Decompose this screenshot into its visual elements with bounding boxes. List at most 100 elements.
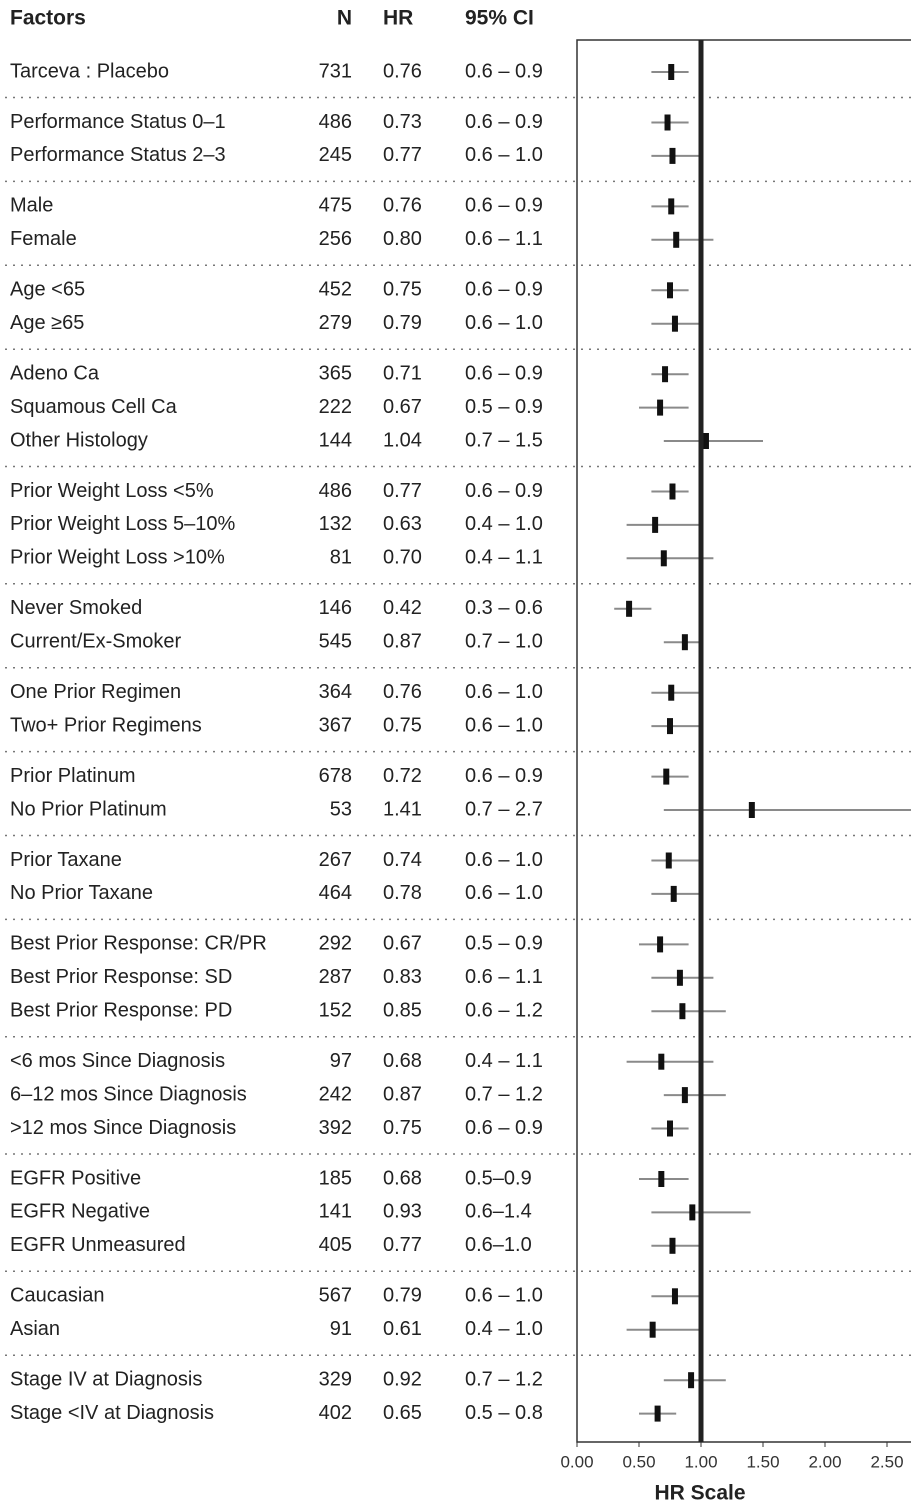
hr-value: 0.42 [383, 597, 422, 619]
n-value: 731 [319, 60, 352, 82]
n-value: 256 [319, 228, 352, 250]
n-value: 464 [319, 882, 352, 904]
factor-label: Age ≥65 [10, 312, 84, 334]
hr-value: 0.93 [383, 1201, 422, 1223]
ci-value: 0.6 – 0.9 [465, 480, 543, 502]
hr-point [676, 969, 683, 986]
hr-point [681, 1087, 688, 1104]
factor-label: No Prior Platinum [10, 798, 167, 820]
n-value: 132 [319, 513, 352, 535]
hr-point [665, 852, 672, 869]
ci-value: 0.7 – 1.2 [465, 1368, 543, 1390]
n-value: 402 [319, 1402, 352, 1424]
hr-value: 0.71 [383, 362, 422, 384]
hr-value: 0.76 [383, 681, 422, 703]
n-value: 452 [319, 279, 352, 301]
hr-point [657, 399, 664, 416]
factor-label: Stage <IV at Diagnosis [10, 1402, 214, 1424]
hr-point [688, 1372, 695, 1389]
n-value: 367 [319, 714, 352, 736]
ci-value: 0.6 – 0.9 [465, 362, 543, 384]
ci-value: 0.6 – 1.0 [465, 144, 543, 166]
n-value: 486 [319, 480, 352, 502]
hr-point [673, 231, 680, 248]
ci-value: 0.6 – 1.1 [465, 228, 543, 250]
ci-value: 0.7 – 2.7 [465, 798, 543, 820]
hr-point [667, 718, 673, 735]
n-value: 222 [319, 396, 352, 418]
hr-value: 0.87 [383, 630, 422, 652]
hr-value: 0.68 [383, 1050, 422, 1072]
factor-label: Current/Ex-Smoker [10, 630, 181, 652]
n-value: 245 [319, 144, 352, 166]
factor-label: No Prior Taxane [10, 882, 153, 904]
n-value: 287 [319, 966, 352, 988]
plot-frame [576, 39, 911, 1443]
n-value: 392 [319, 1117, 352, 1139]
hr-point [664, 114, 671, 131]
hr-value: 0.80 [383, 228, 422, 250]
factor-label: Two+ Prior Regimens [10, 714, 202, 736]
ci-value: 0.7 – 1.5 [465, 429, 543, 451]
hr-point [681, 634, 688, 651]
factor-label: >12 mos Since Diagnosis [10, 1117, 236, 1139]
hr-value: 0.77 [383, 480, 422, 502]
x-tick-label: 0.00 [560, 1452, 593, 1471]
ci-value: 0.6 – 1.0 [465, 882, 543, 904]
hr-value: 0.74 [383, 849, 422, 871]
hr-value: 0.65 [383, 1402, 422, 1424]
n-value: 185 [319, 1167, 352, 1189]
ci-value: 0.6 – 1.1 [465, 966, 543, 988]
hr-value: 0.76 [383, 195, 422, 217]
hr-point [671, 315, 678, 332]
n-value: 292 [319, 933, 352, 955]
column-header: N [337, 7, 352, 30]
hr-point [658, 1171, 665, 1187]
hr-value: 0.79 [383, 1285, 422, 1307]
ci-value: 0.7 – 1.0 [465, 630, 543, 652]
column-header: HR [383, 7, 413, 30]
ci-value: 0.4 – 1.0 [465, 1318, 543, 1340]
hr-value: 0.73 [383, 111, 422, 133]
ci-value: 0.3 – 0.6 [465, 597, 543, 619]
factor-label: Female [10, 228, 77, 250]
n-value: 81 [330, 547, 352, 569]
factor-label: Caucasian [10, 1285, 105, 1307]
x-tick-label: 2.50 [870, 1452, 903, 1471]
factor-label: Best Prior Response: SD [10, 966, 232, 988]
factor-label: One Prior Regimen [10, 681, 181, 703]
hr-value: 0.75 [383, 279, 422, 301]
factor-label: EGFR Negative [10, 1201, 150, 1223]
hr-value: 1.04 [383, 429, 422, 451]
n-value: 329 [319, 1368, 352, 1390]
column-header: 95% CI [465, 7, 534, 30]
hr-value: 0.72 [383, 765, 422, 787]
n-value: 545 [319, 630, 352, 652]
x-tick-label: 2.00 [808, 1452, 841, 1471]
ci-value: 0.5 – 0.9 [465, 933, 543, 955]
ci-value: 0.6–1.4 [465, 1201, 532, 1223]
hr-value: 0.77 [383, 1234, 422, 1256]
factor-label: Best Prior Response: PD [10, 999, 232, 1021]
n-value: 279 [319, 312, 352, 334]
hr-point [663, 768, 670, 785]
hr-value: 0.68 [383, 1167, 422, 1189]
hr-point [654, 1405, 661, 1422]
ci-value: 0.5–0.9 [465, 1167, 532, 1189]
ci-value: 0.6 – 1.0 [465, 714, 543, 736]
hr-value: 0.85 [383, 999, 422, 1021]
hr-value: 0.78 [383, 882, 422, 904]
n-value: 91 [330, 1318, 352, 1340]
hr-point [668, 684, 675, 701]
n-value: 152 [319, 999, 352, 1021]
ci-value: 0.6 – 0.9 [465, 279, 543, 301]
factor-label: Age <65 [10, 279, 85, 301]
factor-label: Asian [10, 1318, 60, 1340]
ci-value: 0.6 – 1.0 [465, 1285, 543, 1307]
factor-label: Male [10, 195, 53, 217]
ci-value: 0.6 – 0.9 [465, 765, 543, 787]
factor-label: Prior Weight Loss 5–10% [10, 513, 236, 535]
n-value: 567 [319, 1285, 352, 1307]
